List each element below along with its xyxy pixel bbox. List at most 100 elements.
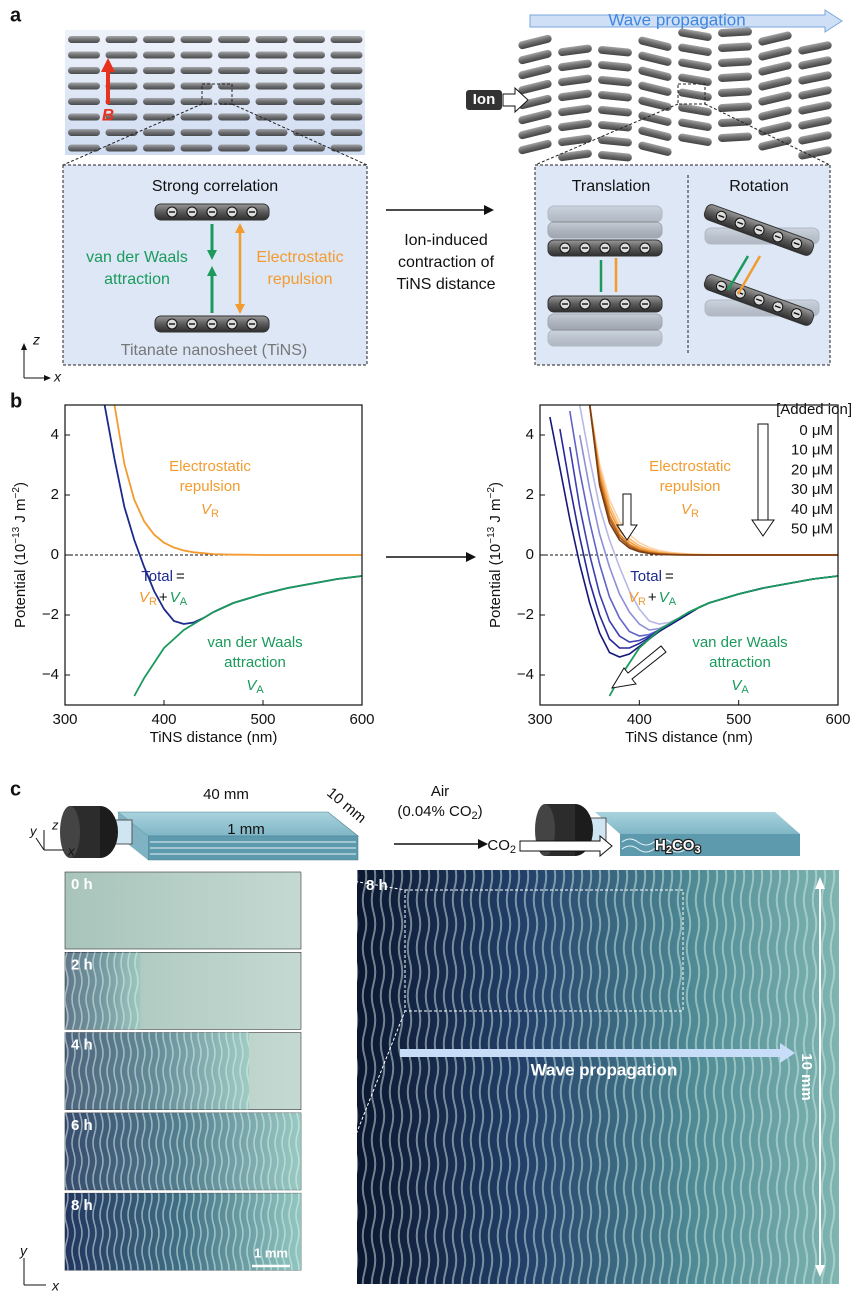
curve	[133, 575, 362, 697]
term: V	[628, 589, 640, 606]
height-arrow-head	[815, 877, 825, 889]
y-tick-label: 0	[526, 546, 534, 563]
nanosheet	[293, 113, 325, 121]
y-axis-label-part: −13	[11, 526, 22, 543]
nanosheet	[154, 203, 270, 221]
micrograph-stripes	[357, 870, 839, 1284]
nanosheet	[330, 36, 363, 43]
nanosheet	[758, 106, 792, 121]
frame	[64, 871, 302, 950]
nanosheet	[547, 329, 663, 347]
x-tick-label: 300	[527, 711, 552, 728]
nanosheet	[180, 67, 213, 74]
repulsion-label: repulsion	[660, 478, 721, 495]
zoom-line	[300, 1010, 406, 1274]
nanosheet	[798, 86, 832, 100]
nanosheet	[143, 113, 175, 121]
trend-arrow	[611, 645, 667, 689]
attraction-symbol: VA	[246, 677, 264, 696]
y-axis-label-part: J m	[487, 498, 504, 526]
nanosheet	[518, 34, 552, 50]
nanosheet	[293, 82, 325, 90]
sheet-stack	[518, 27, 832, 162]
charge	[755, 228, 763, 232]
nanosheet	[518, 64, 552, 80]
legend-entry: 10 μM	[791, 442, 833, 459]
attraction-symbol: VA	[731, 677, 749, 696]
ion-badge	[466, 90, 502, 110]
nanosheet	[518, 139, 552, 155]
symbol-sub: R	[691, 508, 699, 520]
nanosheet	[143, 144, 175, 152]
nanosheet	[758, 46, 792, 61]
force-arrow	[726, 255, 750, 291]
height-label: 10 mm	[798, 1053, 815, 1101]
field-label: B	[102, 105, 114, 124]
ion-arrow	[502, 86, 529, 114]
gas-label: Air	[431, 783, 449, 800]
axis-icon	[44, 375, 51, 381]
nanosheet	[598, 75, 632, 87]
nanosheet	[758, 136, 792, 151]
axis-label: z	[51, 817, 59, 832]
nanosheet	[255, 129, 288, 136]
nanosheet	[798, 101, 832, 115]
force-arrow	[736, 255, 762, 295]
wave-label: Wave propagation	[531, 1060, 678, 1079]
nanosheet	[105, 144, 138, 152]
attraction-label: van der Waals	[207, 634, 302, 651]
nanosheet	[255, 113, 288, 121]
nanosheet	[105, 113, 138, 121]
y-tick-label: −2	[517, 606, 534, 623]
nanosheet	[638, 81, 672, 96]
inset-title: Strong correlation	[152, 178, 278, 195]
nanosheet	[293, 36, 325, 43]
legend-entry: 20 μM	[791, 461, 833, 478]
inset-sheets	[547, 204, 820, 347]
term-op: +	[159, 589, 168, 606]
nanosheet	[558, 119, 592, 132]
nanosheet	[718, 57, 752, 67]
nanosheet	[547, 205, 663, 223]
nanosheet	[218, 129, 250, 136]
nanosheet	[558, 149, 592, 162]
legend-entry: 30 μM	[791, 481, 833, 498]
axis-label: x	[51, 1278, 60, 1294]
nanosheet	[255, 144, 288, 152]
y-tick-label: −4	[42, 666, 59, 683]
reaction-input: CO2	[487, 837, 516, 856]
total-label: Total =	[630, 568, 674, 585]
transition-arrow-head	[466, 552, 476, 562]
scale-label: 1 mm	[254, 1245, 288, 1260]
nanosheet	[105, 82, 138, 90]
nanosheet	[105, 129, 138, 136]
frame-stripes	[65, 1193, 301, 1271]
symbol: V	[731, 677, 743, 694]
legend-entry: 0 μM	[799, 422, 833, 439]
nanosheet	[330, 129, 363, 136]
x-tick-label: 600	[825, 711, 850, 728]
nanosheet	[218, 82, 250, 90]
symbol-sub: R	[211, 508, 219, 520]
legend-arrow	[757, 423, 769, 523]
nanosheet	[105, 36, 138, 43]
nanosheet	[638, 96, 672, 111]
time-label: 2 h	[71, 956, 93, 973]
nanosheet	[218, 98, 250, 105]
attraction-label: attraction	[709, 654, 771, 671]
nanosheet	[547, 205, 663, 223]
reaction-product: H2CO3	[655, 837, 701, 856]
nanosheet	[68, 98, 100, 105]
legend-title: [Added ion]	[776, 401, 852, 418]
repulsion-label: Electrostatic	[256, 249, 343, 266]
symbol: V	[201, 501, 213, 518]
repulsion-symbol: VR	[681, 501, 699, 520]
nanosheet	[330, 51, 363, 59]
nanosheet	[154, 315, 270, 333]
nanosheet	[718, 72, 752, 82]
nanosheet	[678, 103, 712, 116]
nanosheet	[598, 90, 632, 102]
nanosheet	[105, 98, 138, 105]
term: V	[139, 589, 151, 606]
term-sub: R	[149, 596, 157, 608]
